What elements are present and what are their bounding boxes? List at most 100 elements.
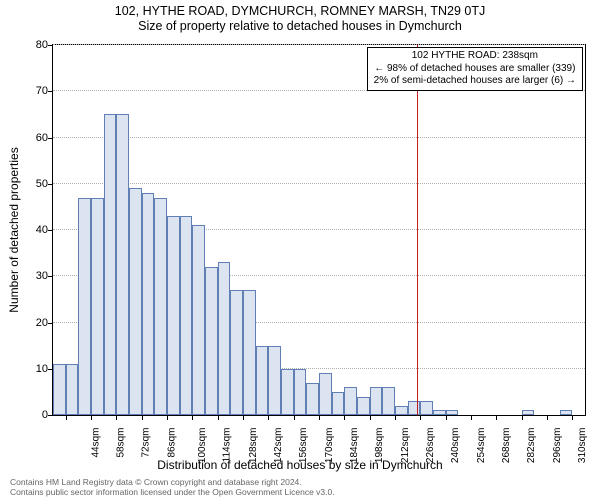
x-tick-label: 226sqm — [425, 428, 436, 464]
histogram-bar — [78, 198, 91, 415]
y-tick-mark — [48, 230, 52, 231]
histogram-bar — [230, 290, 243, 415]
footer-line2: Contains public sector information licen… — [10, 488, 335, 498]
y-tick-label: 20 — [8, 317, 48, 329]
histogram-bar — [395, 406, 408, 415]
y-tick-label: 10 — [8, 363, 48, 375]
histogram-bar — [382, 387, 395, 415]
gridline — [53, 44, 585, 45]
y-tick-mark — [48, 184, 52, 185]
y-tick-mark — [48, 369, 52, 370]
histogram-bar — [218, 262, 231, 415]
x-tick-label: 184sqm — [349, 428, 360, 464]
histogram-bar — [192, 225, 205, 415]
histogram-bar — [306, 383, 319, 415]
x-tick-mark — [471, 416, 472, 420]
histogram-bar — [142, 193, 155, 415]
x-tick-mark — [142, 416, 143, 420]
x-tick-label: 254sqm — [476, 428, 487, 464]
x-tick-mark — [91, 416, 92, 420]
gridline — [53, 137, 585, 138]
y-tick-mark — [48, 138, 52, 139]
x-tick-mark — [218, 416, 219, 420]
histogram-bar — [53, 364, 66, 415]
y-tick-mark — [48, 276, 52, 277]
histogram-bar — [357, 397, 370, 416]
x-tick-mark — [496, 416, 497, 420]
y-tick-label: 0 — [8, 409, 48, 421]
y-tick-label: 50 — [8, 178, 48, 190]
x-tick-mark — [547, 416, 548, 420]
x-tick-label: 310sqm — [577, 428, 588, 464]
y-tick-mark — [48, 91, 52, 92]
histogram-bar — [256, 346, 269, 415]
histogram-bar — [154, 198, 167, 415]
x-tick-label: 212sqm — [400, 428, 411, 464]
reference-line — [417, 45, 418, 415]
histogram-bar — [560, 410, 573, 415]
y-tick-label: 30 — [8, 270, 48, 282]
footer-attribution: Contains HM Land Registry data © Crown c… — [10, 478, 335, 498]
x-tick-mark — [167, 416, 168, 420]
x-tick-mark — [395, 416, 396, 420]
x-tick-label: 128sqm — [248, 428, 259, 464]
y-tick-label: 80 — [8, 39, 48, 51]
histogram-bar — [180, 216, 193, 415]
x-tick-label: 198sqm — [374, 428, 385, 464]
x-tick-mark — [319, 416, 320, 420]
histogram-bar — [446, 410, 459, 415]
histogram-bar — [116, 114, 129, 415]
info-line3: 2% of semi-detached houses are larger (6… — [374, 75, 576, 88]
y-tick-mark — [48, 415, 52, 416]
chart-container: 102, HYTHE ROAD, DYMCHURCH, ROMNEY MARSH… — [0, 0, 600, 500]
x-tick-mark — [370, 416, 371, 420]
histogram-bar — [205, 267, 218, 415]
x-tick-mark — [420, 416, 421, 420]
x-tick-label: 170sqm — [324, 428, 335, 464]
histogram-bar — [332, 392, 345, 415]
histogram-bar — [408, 401, 421, 415]
x-tick-label: 142sqm — [273, 428, 284, 464]
y-tick-label: 40 — [8, 224, 48, 236]
x-tick-mark — [522, 416, 523, 420]
x-tick-label: 86sqm — [166, 428, 177, 458]
histogram-bar — [91, 198, 104, 415]
x-tick-label: 100sqm — [197, 428, 208, 464]
histogram-bar — [66, 364, 79, 415]
histogram-bar — [370, 387, 383, 415]
x-tick-mark — [192, 416, 193, 420]
x-tick-label: 296sqm — [552, 428, 563, 464]
x-tick-label: 58sqm — [116, 428, 127, 458]
x-tick-mark — [116, 416, 117, 420]
x-tick-mark — [572, 416, 573, 420]
histogram-bar — [433, 410, 446, 415]
chart-title-address: 102, HYTHE ROAD, DYMCHURCH, ROMNEY MARSH… — [0, 0, 600, 18]
histogram-bar — [268, 346, 281, 415]
histogram-bar — [104, 114, 117, 415]
x-tick-label: 44sqm — [90, 428, 101, 458]
x-tick-mark — [294, 416, 295, 420]
histogram-bar — [344, 387, 357, 415]
x-tick-label: 156sqm — [298, 428, 309, 464]
histogram-bar — [294, 369, 307, 415]
x-tick-mark — [66, 416, 67, 420]
histogram-bar — [129, 188, 142, 415]
info-line1: 102 HYTHE ROAD: 238sqm — [374, 50, 576, 63]
x-tick-mark — [268, 416, 269, 420]
histogram-bar — [420, 401, 433, 415]
plot-area: 102 HYTHE ROAD: 238sqm← 98% of detached … — [52, 44, 586, 416]
info-line2: ← 98% of detached houses are smaller (33… — [374, 63, 576, 76]
chart-title-subtitle: Size of property relative to detached ho… — [0, 18, 600, 33]
histogram-bar — [243, 290, 256, 415]
x-tick-label: 268sqm — [501, 428, 512, 464]
histogram-bar — [167, 216, 180, 415]
x-tick-label: 282sqm — [526, 428, 537, 464]
histogram-bar — [522, 410, 535, 415]
y-tick-label: 70 — [8, 85, 48, 97]
x-tick-mark — [446, 416, 447, 420]
x-tick-label: 72sqm — [141, 428, 152, 458]
histogram-bar — [281, 369, 294, 415]
x-tick-mark — [243, 416, 244, 420]
info-box: 102 HYTHE ROAD: 238sqm← 98% of detached … — [367, 47, 583, 91]
y-tick-mark — [48, 45, 52, 46]
